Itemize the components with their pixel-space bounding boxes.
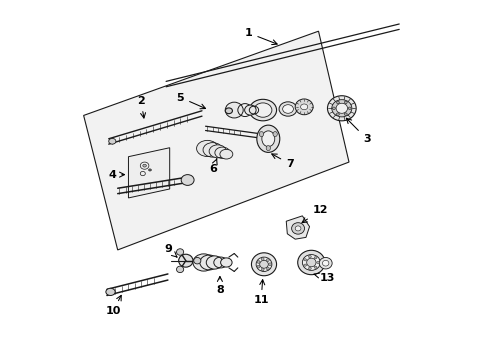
Ellipse shape (106, 288, 115, 296)
Ellipse shape (308, 256, 311, 258)
Text: 13: 13 (314, 273, 335, 283)
Ellipse shape (298, 250, 325, 275)
Ellipse shape (304, 259, 307, 261)
Ellipse shape (295, 99, 313, 115)
Ellipse shape (261, 258, 264, 261)
Ellipse shape (245, 105, 256, 115)
Ellipse shape (269, 263, 271, 266)
Ellipse shape (332, 100, 352, 117)
Text: 10: 10 (105, 295, 121, 316)
Ellipse shape (302, 255, 320, 270)
Ellipse shape (261, 268, 264, 271)
Ellipse shape (337, 113, 339, 116)
Ellipse shape (337, 101, 339, 104)
Polygon shape (286, 216, 310, 239)
Ellipse shape (314, 266, 317, 268)
Polygon shape (84, 31, 349, 250)
Ellipse shape (283, 105, 294, 113)
Text: 6: 6 (209, 159, 217, 174)
Ellipse shape (266, 145, 270, 150)
Ellipse shape (257, 261, 260, 264)
Ellipse shape (279, 102, 297, 116)
Ellipse shape (308, 267, 311, 270)
Text: 2: 2 (137, 96, 146, 118)
Ellipse shape (256, 257, 272, 271)
Ellipse shape (344, 101, 347, 104)
Ellipse shape (176, 249, 184, 255)
Ellipse shape (344, 113, 347, 116)
Text: 4: 4 (108, 170, 124, 180)
Text: 11: 11 (253, 280, 269, 305)
Ellipse shape (225, 108, 232, 114)
Ellipse shape (143, 164, 147, 167)
Text: 1: 1 (245, 28, 277, 45)
Ellipse shape (322, 260, 329, 266)
Ellipse shape (317, 261, 319, 264)
Ellipse shape (249, 99, 276, 121)
Ellipse shape (348, 107, 351, 109)
Ellipse shape (193, 254, 215, 271)
Ellipse shape (273, 132, 277, 136)
Ellipse shape (319, 257, 332, 269)
Ellipse shape (300, 104, 308, 110)
Ellipse shape (194, 257, 201, 264)
Ellipse shape (327, 96, 356, 121)
Text: 12: 12 (302, 206, 328, 222)
Ellipse shape (196, 140, 218, 157)
Ellipse shape (148, 169, 151, 171)
Ellipse shape (220, 258, 232, 267)
Ellipse shape (257, 265, 260, 268)
Ellipse shape (314, 257, 317, 259)
Ellipse shape (225, 102, 243, 118)
Ellipse shape (267, 267, 269, 270)
Text: 7: 7 (272, 154, 294, 169)
Ellipse shape (206, 256, 223, 269)
Ellipse shape (251, 253, 276, 276)
Ellipse shape (176, 266, 184, 273)
Text: 8: 8 (216, 276, 224, 295)
Ellipse shape (220, 149, 233, 159)
Text: 9: 9 (164, 244, 177, 257)
Text: 5: 5 (176, 93, 205, 109)
Ellipse shape (259, 132, 264, 136)
Text: 3: 3 (346, 118, 371, 144)
Polygon shape (128, 148, 170, 198)
Ellipse shape (209, 145, 226, 158)
Ellipse shape (260, 260, 269, 268)
Ellipse shape (307, 258, 316, 267)
Ellipse shape (295, 226, 301, 231)
Ellipse shape (333, 107, 335, 109)
Ellipse shape (304, 264, 307, 266)
Ellipse shape (254, 103, 272, 117)
Ellipse shape (267, 258, 269, 261)
Ellipse shape (292, 223, 304, 234)
Ellipse shape (179, 254, 193, 267)
Ellipse shape (262, 131, 275, 147)
Ellipse shape (109, 138, 116, 144)
Ellipse shape (181, 175, 194, 185)
Ellipse shape (257, 125, 280, 152)
Ellipse shape (336, 103, 347, 113)
